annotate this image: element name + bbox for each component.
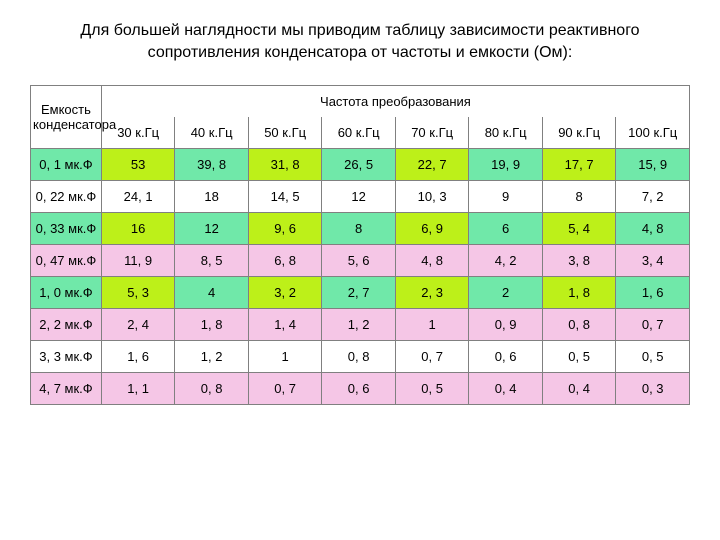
table-cell: 18 <box>175 180 249 212</box>
table-cell: 1, 2 <box>175 340 249 372</box>
table-cell: 1, 1 <box>101 372 175 404</box>
table-cell: 0, 8 <box>322 340 396 372</box>
table-cell: 7, 2 <box>616 180 690 212</box>
column-header: 60 к.Гц <box>322 117 396 149</box>
table-cell: 10, 3 <box>395 180 469 212</box>
table-cell: 2, 4 <box>101 308 175 340</box>
table-cell: 5, 4 <box>542 212 616 244</box>
table-cell: 2 <box>469 276 543 308</box>
table-cell: 1, 8 <box>175 308 249 340</box>
reactance-table: Емкость конденсатора Частота преобразова… <box>30 85 690 405</box>
table-cell: 24, 1 <box>101 180 175 212</box>
table-cell: 4 <box>175 276 249 308</box>
table-cell: 11, 9 <box>101 244 175 276</box>
table-cell: 0, 6 <box>469 340 543 372</box>
table-cell: 0, 7 <box>395 340 469 372</box>
table-cell: 53 <box>101 148 175 180</box>
table-cell: 1, 8 <box>542 276 616 308</box>
row-label: 0, 47 мк.Ф <box>31 244 102 276</box>
freq-header: Частота преобразования <box>101 85 689 117</box>
table-cell: 8, 5 <box>175 244 249 276</box>
table-cell: 2, 7 <box>322 276 396 308</box>
table-cell: 0, 6 <box>322 372 396 404</box>
table-cell: 3, 4 <box>616 244 690 276</box>
page-title: Для большей наглядности мы приводим табл… <box>30 20 690 65</box>
table-cell: 4, 8 <box>395 244 469 276</box>
table-cell: 39, 8 <box>175 148 249 180</box>
table-cell: 4, 8 <box>616 212 690 244</box>
table-cell: 12 <box>322 180 396 212</box>
table-row: 4, 7 мк.Ф1, 10, 80, 70, 60, 50, 40, 40, … <box>31 372 690 404</box>
row-label: 0, 22 мк.Ф <box>31 180 102 212</box>
table-cell: 1 <box>395 308 469 340</box>
table-cell: 22, 7 <box>395 148 469 180</box>
table-cell: 0, 8 <box>175 372 249 404</box>
table-cell: 3, 2 <box>248 276 322 308</box>
table-cell: 19, 9 <box>469 148 543 180</box>
table-cell: 15, 9 <box>616 148 690 180</box>
table-row: 2, 2 мк.Ф2, 41, 81, 41, 210, 90, 80, 7 <box>31 308 690 340</box>
table-row: 0, 33 мк.Ф16129, 686, 965, 44, 8 <box>31 212 690 244</box>
table-cell: 6, 8 <box>248 244 322 276</box>
table-row: 0, 1 мк.Ф5339, 831, 826, 522, 719, 917, … <box>31 148 690 180</box>
table-cell: 16 <box>101 212 175 244</box>
table-cell: 6, 9 <box>395 212 469 244</box>
table-cell: 12 <box>175 212 249 244</box>
column-headers-row: 30 к.Гц40 к.Гц50 к.Гц60 к.Гц70 к.Гц80 к.… <box>31 117 690 149</box>
table-cell: 0, 5 <box>395 372 469 404</box>
table-cell: 0, 7 <box>616 308 690 340</box>
row-label: 0, 1 мк.Ф <box>31 148 102 180</box>
table-cell: 0, 3 <box>616 372 690 404</box>
table-cell: 26, 5 <box>322 148 396 180</box>
column-header: 90 к.Гц <box>542 117 616 149</box>
column-header: 50 к.Гц <box>248 117 322 149</box>
table-row: 0, 47 мк.Ф11, 98, 56, 85, 64, 84, 23, 83… <box>31 244 690 276</box>
table-cell: 2, 3 <box>395 276 469 308</box>
table-row: 1, 0 мк.Ф5, 343, 22, 72, 321, 81, 6 <box>31 276 690 308</box>
corner-header: Емкость конденсатора <box>31 85 102 148</box>
table-cell: 1, 6 <box>616 276 690 308</box>
table-cell: 17, 7 <box>542 148 616 180</box>
table-cell: 14, 5 <box>248 180 322 212</box>
table-cell: 8 <box>542 180 616 212</box>
table-cell: 8 <box>322 212 396 244</box>
table-cell: 0, 4 <box>469 372 543 404</box>
table-cell: 31, 8 <box>248 148 322 180</box>
table-cell: 0, 9 <box>469 308 543 340</box>
row-label: 1, 0 мк.Ф <box>31 276 102 308</box>
column-header: 100 к.Гц <box>616 117 690 149</box>
row-label: 3, 3 мк.Ф <box>31 340 102 372</box>
table-cell: 0, 5 <box>616 340 690 372</box>
table-row: 3, 3 мк.Ф1, 61, 210, 80, 70, 60, 50, 5 <box>31 340 690 372</box>
table-cell: 0, 7 <box>248 372 322 404</box>
table-cell: 0, 5 <box>542 340 616 372</box>
table-cell: 0, 8 <box>542 308 616 340</box>
row-label: 4, 7 мк.Ф <box>31 372 102 404</box>
table-cell: 3, 8 <box>542 244 616 276</box>
table-cell: 1 <box>248 340 322 372</box>
table-cell: 1, 2 <box>322 308 396 340</box>
table-row: 0, 22 мк.Ф24, 11814, 51210, 3987, 2 <box>31 180 690 212</box>
table-cell: 9, 6 <box>248 212 322 244</box>
table-cell: 6 <box>469 212 543 244</box>
column-header: 40 к.Гц <box>175 117 249 149</box>
table-cell: 5, 6 <box>322 244 396 276</box>
table-cell: 1, 6 <box>101 340 175 372</box>
column-header: 80 к.Гц <box>469 117 543 149</box>
table-cell: 1, 4 <box>248 308 322 340</box>
table-cell: 5, 3 <box>101 276 175 308</box>
row-label: 2, 2 мк.Ф <box>31 308 102 340</box>
table-cell: 0, 4 <box>542 372 616 404</box>
table-cell: 9 <box>469 180 543 212</box>
table-cell: 4, 2 <box>469 244 543 276</box>
row-label: 0, 33 мк.Ф <box>31 212 102 244</box>
column-header: 70 к.Гц <box>395 117 469 149</box>
